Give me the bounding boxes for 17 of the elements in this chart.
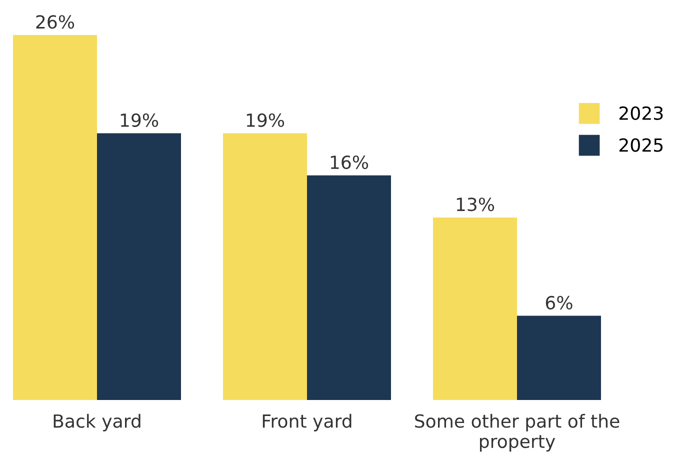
x-tick-label: Back yard xyxy=(54,414,140,432)
bar xyxy=(307,175,391,400)
bar xyxy=(433,218,517,400)
data-label: 19% xyxy=(120,113,158,127)
bar xyxy=(13,35,97,400)
bar xyxy=(517,316,601,400)
data-label: 26% xyxy=(36,15,74,29)
data-label: 6% xyxy=(546,296,572,310)
data-label: 19% xyxy=(246,113,284,127)
bar xyxy=(97,133,181,400)
x-tick-label: Front yard xyxy=(262,414,352,432)
data-label: 13% xyxy=(456,198,494,212)
x-tick-label: Some other part of the property xyxy=(415,414,620,452)
bar xyxy=(223,133,307,400)
legend-label: 2025 xyxy=(620,138,663,152)
data-label: 16% xyxy=(330,155,368,170)
legend-label: 2023 xyxy=(620,106,663,120)
